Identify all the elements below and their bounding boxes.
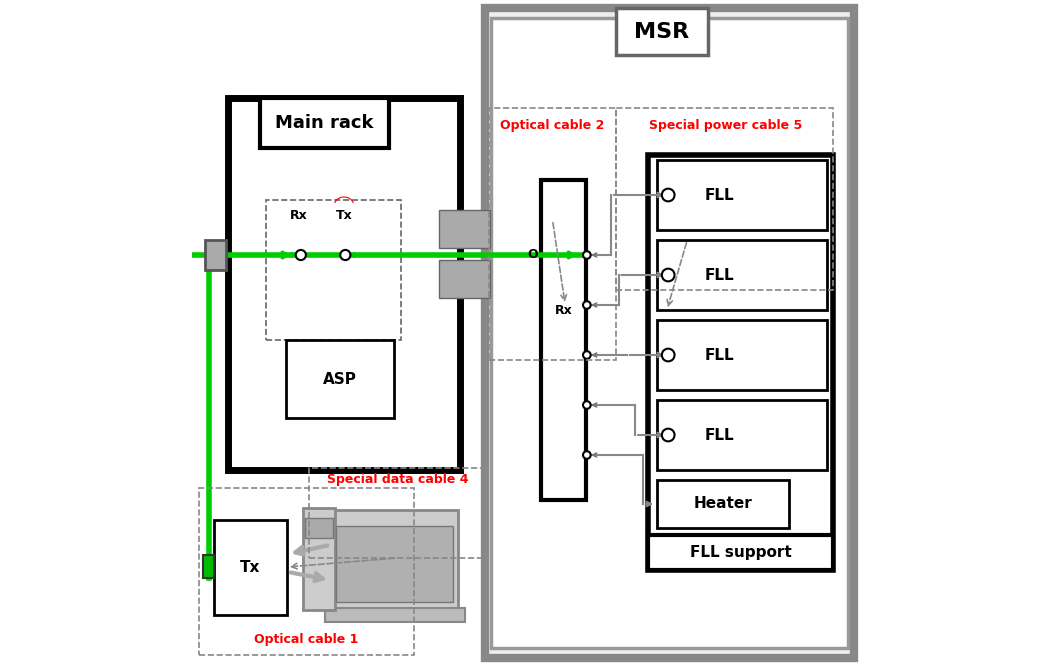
- Bar: [657, 240, 827, 310]
- Bar: [616, 108, 833, 290]
- Circle shape: [662, 349, 675, 361]
- Bar: [647, 155, 833, 570]
- Bar: [647, 535, 833, 570]
- Text: Optical cable 2: Optical cable 2: [500, 118, 604, 132]
- Bar: [325, 608, 465, 622]
- Bar: [261, 98, 389, 148]
- Bar: [657, 160, 827, 230]
- Bar: [206, 240, 226, 270]
- Bar: [541, 180, 585, 500]
- Bar: [331, 510, 458, 610]
- Bar: [439, 260, 490, 298]
- Bar: [657, 400, 827, 470]
- Circle shape: [583, 301, 591, 309]
- Text: Tx: Tx: [335, 208, 352, 222]
- Circle shape: [341, 250, 350, 260]
- Bar: [657, 320, 827, 390]
- Text: Heater: Heater: [694, 496, 753, 512]
- Bar: [267, 200, 401, 340]
- Bar: [309, 468, 486, 558]
- Text: Main rack: Main rack: [275, 114, 373, 132]
- Circle shape: [662, 429, 675, 442]
- Bar: [486, 8, 854, 658]
- Text: Tx: Tx: [240, 560, 261, 574]
- Bar: [199, 488, 414, 655]
- Text: MSR: MSR: [634, 22, 689, 42]
- Bar: [657, 480, 789, 528]
- Circle shape: [583, 451, 591, 459]
- Circle shape: [662, 188, 675, 201]
- Text: FLL: FLL: [704, 347, 734, 363]
- Circle shape: [295, 250, 306, 260]
- Circle shape: [583, 351, 591, 359]
- Bar: [305, 518, 332, 538]
- Bar: [336, 526, 453, 602]
- Circle shape: [583, 401, 591, 409]
- Bar: [303, 508, 334, 610]
- Text: ASP: ASP: [323, 371, 356, 387]
- Text: Rx: Rx: [289, 208, 307, 222]
- Text: Special power cable 5: Special power cable 5: [648, 118, 802, 132]
- Text: Rx: Rx: [555, 303, 572, 317]
- Text: FLL support: FLL support: [689, 544, 791, 560]
- Text: FLL: FLL: [704, 267, 734, 283]
- Circle shape: [583, 251, 591, 259]
- Bar: [439, 210, 490, 248]
- Bar: [228, 98, 459, 470]
- Text: O: O: [528, 248, 538, 261]
- Circle shape: [662, 269, 675, 281]
- Text: Optical cable 1: Optical cable 1: [254, 633, 358, 647]
- Bar: [286, 340, 394, 418]
- Bar: [616, 8, 707, 55]
- Bar: [203, 555, 214, 578]
- Text: FLL: FLL: [704, 188, 734, 202]
- Text: Special data cable 4: Special data cable 4: [327, 474, 468, 486]
- Bar: [492, 18, 848, 648]
- Text: FLL: FLL: [704, 428, 734, 442]
- Bar: [489, 108, 616, 360]
- Bar: [213, 520, 287, 615]
